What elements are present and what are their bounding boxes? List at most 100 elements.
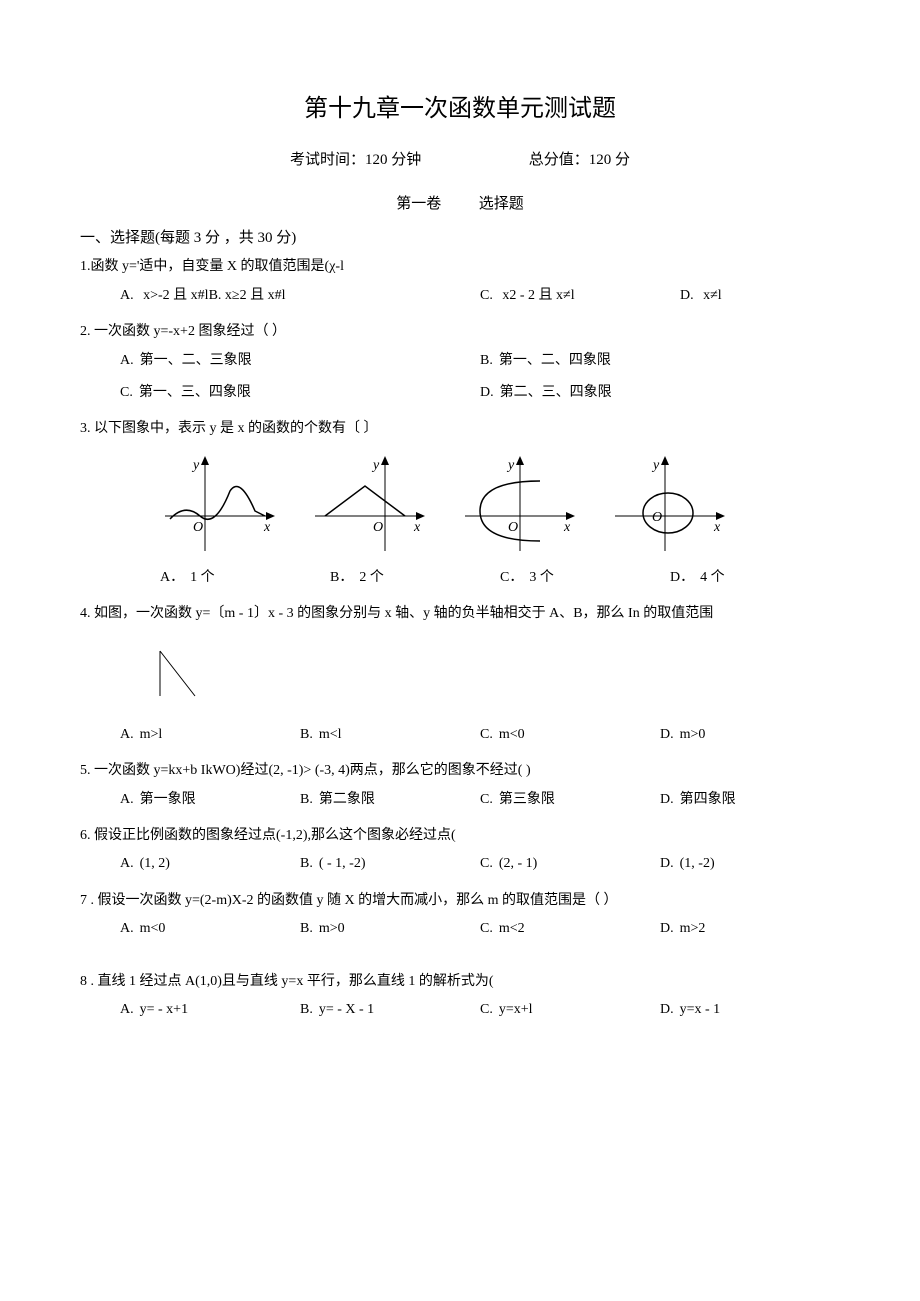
q5-opt-d: 第四象限 <box>680 792 736 807</box>
q7-opt-c: m<2 <box>499 921 525 936</box>
opt-label-c: C. <box>480 792 493 807</box>
opt-label-d: D. <box>660 792 674 807</box>
q5-opt-a: 第一象限 <box>140 792 196 807</box>
opt-label-b: B. <box>300 727 313 742</box>
opt-label-b: B. <box>300 921 313 936</box>
opt-label-d: D. <box>480 385 494 400</box>
opt-label-a: A. <box>120 921 134 936</box>
opt-label-a: A. <box>120 727 134 742</box>
q2-opt-b: 第一、二、四象限 <box>499 353 611 368</box>
section-1-title: 一、选择题(每题 3 分 ，共 30 分) <box>80 226 840 250</box>
svg-text:y: y <box>371 458 380 473</box>
q4-opt-a: m>l <box>140 727 163 742</box>
q7-stem: 7 . 假设一次函数 y=(2-m)X-2 的函数值 y 随 X 的增大而减小，… <box>80 890 840 912</box>
svg-text:x: x <box>713 520 721 535</box>
q3-opt-a: 1 个 <box>190 570 215 585</box>
q6-stem: 6. 假设正比例函数的图象经过点(-1,2),那么这个图象必经过点( <box>80 825 840 847</box>
opt-label-a: A. <box>120 288 134 303</box>
q3-figures: y x O y x O y x O <box>160 451 840 561</box>
opt-label-c: C. <box>480 856 493 871</box>
opt-label-c: C. <box>480 1002 493 1017</box>
svg-text:O: O <box>652 510 662 525</box>
q8-opt-b: y= - X - 1 <box>319 1002 374 1017</box>
opt-label-b: B. <box>300 792 313 807</box>
q2-opt-a: 第一、二、三象限 <box>140 353 252 368</box>
opt-label-b: B. <box>300 1002 313 1017</box>
q6-opt-b: ( - 1, -2) <box>319 856 366 871</box>
opt-label-c: C． <box>500 570 523 585</box>
q1-opt-c: x2 - 2 且 x≠l <box>502 288 574 303</box>
opt-label-b: B. <box>480 353 493 368</box>
opt-label-d: D. <box>660 856 674 871</box>
exam-meta: 考试时间：120 分钟 总分值：120 分 <box>80 148 840 172</box>
q7-opt-d: m>2 <box>680 921 706 936</box>
opt-label-a: A. <box>120 353 134 368</box>
question-1: 1.函数 y='适中，自变量 X 的取值范围是(χ-l A. x>-2 且 x#… <box>80 256 840 307</box>
opt-label-d: D. <box>660 1002 674 1017</box>
opt-label-b: B． <box>330 570 353 585</box>
opt-label-d: D. <box>660 921 674 936</box>
opt-label-d: D． <box>670 570 694 585</box>
q1-stem: 1.函数 y='适中，自变量 X 的取值范围是(χ-l <box>80 256 840 278</box>
q4-figure <box>150 646 840 714</box>
q6-opt-a: (1, 2) <box>140 856 170 871</box>
svg-text:y: y <box>506 458 515 473</box>
opt-label-a: A． <box>160 570 184 585</box>
q5-stem: 5. 一次函数 y=kx+b IkWO)经过(2, -1)> (-3, 4)两点… <box>80 760 840 782</box>
question-2: 2. 一次函数 y=-x+2 图象经过（ ） A. 第一、二、三象限 B. 第一、二… <box>80 321 840 404</box>
q3-opt-d: 4 个 <box>700 570 725 585</box>
q8-opt-d: y=x - 1 <box>680 1002 721 1017</box>
svg-text:x: x <box>413 520 421 535</box>
q3-fig-4: y x O <box>610 451 730 561</box>
opt-label-b: B. <box>300 856 313 871</box>
q1-opt-a: x>-2 且 x#lB. x≥2 且 x#l <box>143 288 285 303</box>
q4-opt-c: m<0 <box>499 727 525 742</box>
q3-fig-1: y x O <box>160 451 280 561</box>
exam-time: 考试时间：120 分钟 <box>290 152 421 168</box>
q2-opt-c: 第一、三、四象限 <box>139 385 251 400</box>
q3-stem: 3. 以下图象中，表示 y 是 x 的函数的个数有〔 〕 <box>80 418 840 440</box>
q3-fig-3: y x O <box>460 451 580 561</box>
q7-opt-a: m<0 <box>140 921 166 936</box>
question-5: 5. 一次函数 y=kx+b IkWO)经过(2, -1)> (-3, 4)两点… <box>80 760 840 811</box>
q3-opt-c: 3 个 <box>529 570 554 585</box>
page-title: 第十九章一次函数单元测试题 <box>80 90 840 128</box>
opt-label-d: D. <box>680 288 694 303</box>
opt-label-c: C. <box>480 288 493 303</box>
q7-opt-b: m>0 <box>319 921 345 936</box>
q5-opt-c: 第三象限 <box>499 792 555 807</box>
q4-opt-d: m>0 <box>680 727 706 742</box>
question-6: 6. 假设正比例函数的图象经过点(-1,2),那么这个图象必经过点( A. (1,… <box>80 825 840 876</box>
svg-text:x: x <box>563 520 571 535</box>
q5-opt-b: 第二象限 <box>319 792 375 807</box>
opt-label-a: A. <box>120 792 134 807</box>
section-left: 第一卷 <box>396 196 441 212</box>
opt-label-d: D. <box>660 727 674 742</box>
svg-text:O: O <box>193 520 203 535</box>
svg-text:O: O <box>373 520 383 535</box>
svg-text:x: x <box>263 520 271 535</box>
q3-fig-2: y x O <box>310 451 430 561</box>
q4-opt-b: m<l <box>319 727 342 742</box>
question-8: 8 . 直线 1 经过点 A(1,0)且与直线 y=x 平行，那么直线 1 的解… <box>80 971 840 1022</box>
q8-opt-a: y= - x+1 <box>140 1002 188 1017</box>
q8-stem: 8 . 直线 1 经过点 A(1,0)且与直线 y=x 平行，那么直线 1 的解… <box>80 971 840 993</box>
q8-opt-c: y=x+l <box>499 1002 533 1017</box>
opt-label-c: C. <box>120 385 133 400</box>
opt-label-a: A. <box>120 856 134 871</box>
opt-label-c: C. <box>480 921 493 936</box>
opt-label-a: A. <box>120 1002 134 1017</box>
q6-opt-d: (1, -2) <box>680 856 715 871</box>
q2-stem: 2. 一次函数 y=-x+2 图象经过（ ） <box>80 321 840 343</box>
question-7: 7 . 假设一次函数 y=(2-m)X-2 的函数值 y 随 X 的增大而减小，… <box>80 890 840 941</box>
q6-opt-c: (2, - 1) <box>499 856 538 871</box>
q4-stem: 4. 如图，一次函数 y=〔m - 1〕x - 3 的图象分别与 x 轴、y 轴… <box>80 603 840 625</box>
section-right: 选择题 <box>479 196 524 212</box>
question-3: 3. 以下图象中，表示 y 是 x 的函数的个数有〔 〕 y x O y x O <box>80 418 840 589</box>
svg-text:O: O <box>508 520 518 535</box>
q1-opt-d: x≠l <box>703 288 722 303</box>
q2-opt-d: 第二、三、四象限 <box>500 385 612 400</box>
question-4: 4. 如图，一次函数 y=〔m - 1〕x - 3 的图象分别与 x 轴、y 轴… <box>80 603 840 746</box>
q3-opt-b: 2 个 <box>359 570 384 585</box>
svg-text:y: y <box>651 458 660 473</box>
